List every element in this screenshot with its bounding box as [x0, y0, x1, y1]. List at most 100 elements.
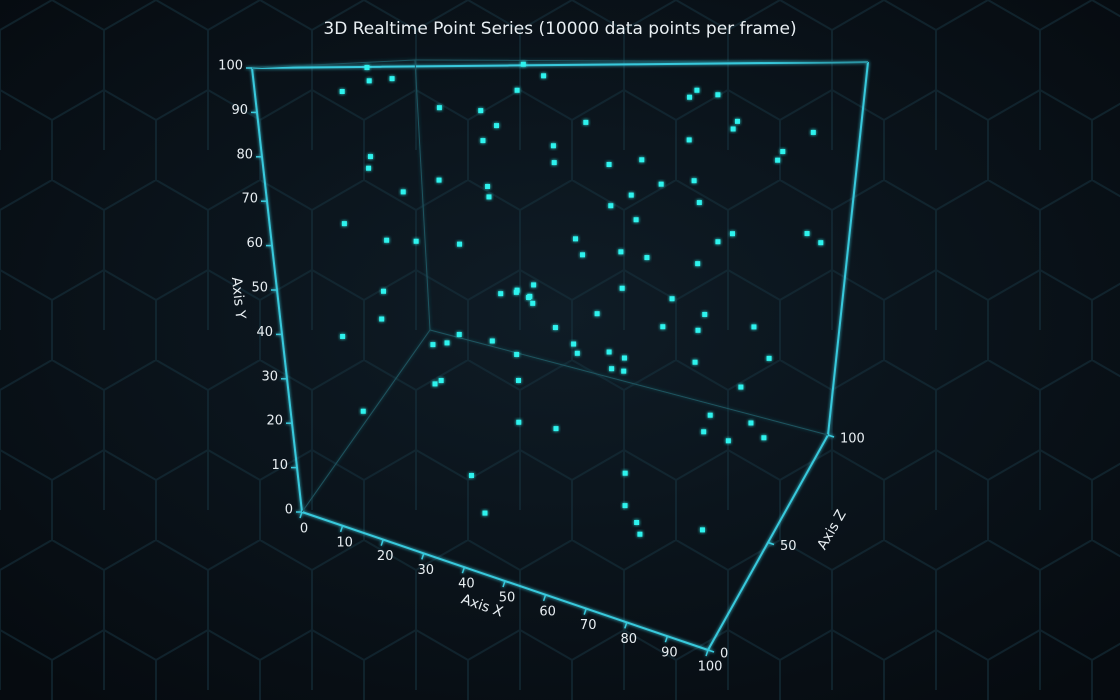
- x-tick: [705, 649, 709, 657]
- point: [730, 126, 736, 132]
- point: [379, 316, 385, 322]
- point: [715, 239, 721, 245]
- point: [608, 203, 614, 209]
- y-tick-label: 10: [271, 458, 288, 473]
- x-tick-label: 20: [377, 549, 394, 564]
- x-tick-label: 90: [661, 646, 678, 661]
- point: [367, 154, 373, 160]
- axis-edge: [827, 61, 869, 436]
- point: [468, 473, 474, 479]
- y-axis-title: Axis Y: [228, 276, 248, 320]
- point: [619, 285, 625, 291]
- x-tick-label: 10: [336, 535, 353, 550]
- point: [804, 231, 810, 237]
- x-tick: [339, 525, 344, 533]
- point: [692, 359, 698, 365]
- point: [541, 73, 547, 79]
- point: [457, 241, 463, 247]
- point: [432, 381, 438, 387]
- point: [686, 137, 692, 143]
- point: [438, 378, 444, 384]
- point: [609, 366, 615, 372]
- point: [516, 419, 522, 425]
- point: [574, 350, 580, 356]
- x-tick: [502, 580, 506, 588]
- y-tick-label: 80: [236, 147, 253, 162]
- point: [734, 118, 740, 124]
- point: [366, 78, 372, 84]
- point: [707, 412, 713, 418]
- point: [430, 342, 436, 348]
- point: [494, 123, 500, 129]
- point: [514, 87, 520, 93]
- point: [489, 338, 495, 344]
- point: [658, 181, 664, 187]
- point: [633, 217, 639, 223]
- z-tick: [827, 434, 835, 438]
- point: [694, 87, 700, 93]
- point: [639, 157, 645, 163]
- x-tick: [461, 566, 466, 574]
- x-tick-label: 100: [698, 660, 723, 675]
- y-tick-label: 90: [231, 103, 248, 118]
- point: [366, 165, 372, 171]
- point: [384, 237, 390, 243]
- point: [702, 311, 708, 317]
- point: [389, 76, 395, 82]
- point: [748, 420, 754, 426]
- point: [761, 435, 767, 441]
- axis-edge: [429, 329, 829, 436]
- y-tick-label: 60: [246, 236, 263, 251]
- point: [552, 325, 558, 331]
- point: [485, 183, 491, 189]
- point: [573, 236, 579, 242]
- point: [364, 65, 370, 71]
- point: [413, 238, 419, 244]
- point: [513, 289, 519, 295]
- point: [766, 355, 772, 361]
- point: [571, 341, 577, 347]
- point: [818, 240, 824, 246]
- point: [482, 510, 488, 516]
- z-tick-label: 50: [780, 539, 797, 554]
- point: [436, 105, 442, 111]
- x-tick: [583, 608, 587, 615]
- point: [480, 138, 486, 144]
- point: [725, 438, 731, 444]
- point: [751, 324, 757, 330]
- x-tick-label: 0: [300, 522, 308, 537]
- x-tick-label: 50: [499, 591, 516, 606]
- point: [622, 503, 628, 509]
- z-tick-label: 100: [840, 432, 865, 447]
- point: [660, 324, 666, 330]
- point: [516, 377, 522, 383]
- axis-edge: [414, 59, 869, 63]
- point: [696, 200, 702, 206]
- point: [628, 192, 634, 198]
- point: [550, 143, 556, 149]
- z-tick: [767, 541, 775, 546]
- point: [715, 92, 721, 98]
- point: [478, 108, 484, 114]
- x-tick: [664, 635, 669, 643]
- y-tick-label: 70: [241, 192, 258, 207]
- axis-edge: [414, 59, 431, 331]
- labels: 0102030405060708090100010203040506070809…: [218, 59, 865, 675]
- y-tick-label: 20: [266, 414, 283, 429]
- point: [644, 255, 650, 261]
- x-tick-label: 60: [539, 604, 556, 619]
- point: [606, 161, 612, 167]
- point: [669, 296, 675, 302]
- x-tick: [624, 622, 628, 629]
- point: [444, 340, 450, 346]
- y-tick-label: 0: [285, 503, 293, 518]
- point: [530, 300, 536, 306]
- x-tick-label: 70: [580, 618, 597, 633]
- z-tick: [707, 649, 715, 653]
- point: [583, 119, 589, 125]
- point: [526, 294, 532, 300]
- chart-title: 3D Realtime Point Series (10000 data poi…: [323, 19, 796, 39]
- y-tick-label: 30: [261, 369, 278, 384]
